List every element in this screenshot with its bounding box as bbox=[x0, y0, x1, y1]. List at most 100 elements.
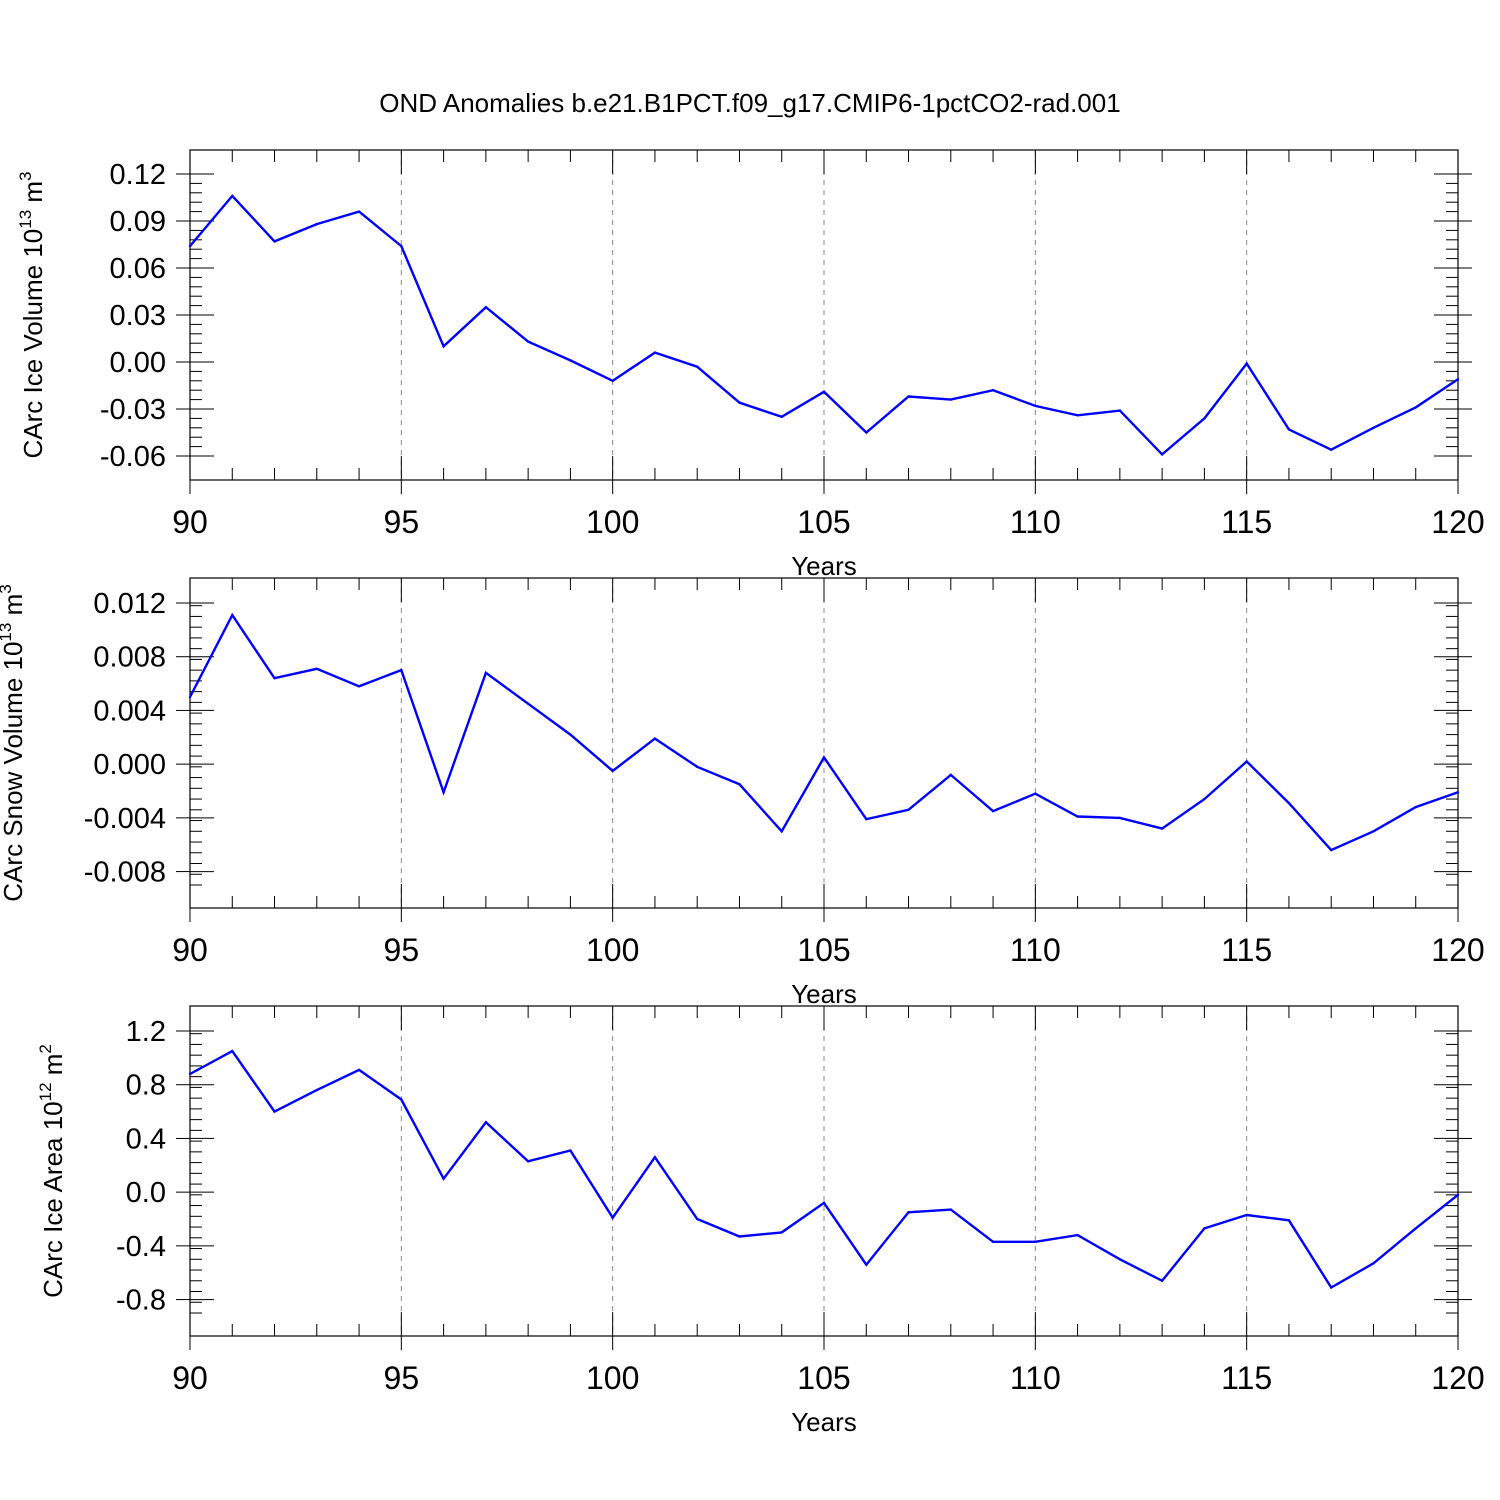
data-point bbox=[1330, 448, 1333, 451]
data-point bbox=[653, 737, 657, 740]
data-point bbox=[1160, 827, 1164, 830]
y-tick-label: 0.0 bbox=[126, 1177, 166, 1209]
data-point bbox=[738, 401, 741, 404]
data-point bbox=[1330, 1286, 1333, 1289]
x-tick-label: 115 bbox=[1221, 504, 1272, 540]
x-tick-label: 105 bbox=[797, 1360, 850, 1396]
x-tick-label: 120 bbox=[1431, 1360, 1484, 1396]
data-point bbox=[442, 1177, 445, 1180]
x-tick-label: 95 bbox=[384, 1360, 420, 1396]
data-point bbox=[949, 773, 952, 777]
data-point bbox=[1372, 1262, 1375, 1265]
y-tick-label: 0.8 bbox=[126, 1070, 166, 1102]
data-point bbox=[1245, 760, 1248, 763]
y-tick-label: -0.06 bbox=[100, 441, 166, 473]
data-point bbox=[400, 668, 403, 672]
data-point bbox=[526, 1160, 530, 1163]
data-point bbox=[1456, 378, 1460, 381]
data-point bbox=[611, 1216, 614, 1219]
data-point bbox=[738, 1235, 741, 1238]
y-tick-label: 0.4 bbox=[126, 1123, 166, 1155]
data-point bbox=[231, 613, 234, 617]
data-point bbox=[231, 194, 234, 198]
data-point bbox=[357, 210, 361, 213]
y-tick-label: -0.004 bbox=[84, 803, 166, 835]
data-point bbox=[991, 809, 995, 813]
data-point bbox=[231, 1049, 234, 1053]
data-point bbox=[907, 1211, 910, 1214]
data-point bbox=[738, 783, 741, 786]
y-tick-label: 0.03 bbox=[110, 300, 166, 332]
data-point bbox=[1118, 1258, 1122, 1261]
x-tick-label: 90 bbox=[172, 504, 208, 540]
data-point bbox=[1287, 801, 1291, 805]
x-tick-label: 115 bbox=[1221, 932, 1272, 968]
data-point bbox=[1245, 362, 1248, 365]
data-point bbox=[1118, 816, 1122, 820]
x-tick-label: 120 bbox=[1431, 932, 1484, 968]
y-tick-label: 0.06 bbox=[110, 253, 166, 285]
y-tick-label: 0.000 bbox=[93, 749, 166, 781]
data-point bbox=[949, 1208, 952, 1211]
data-point bbox=[653, 1156, 657, 1159]
x-tick-label: 115 bbox=[1221, 1360, 1272, 1396]
data-point bbox=[1076, 1233, 1079, 1237]
data-point bbox=[569, 359, 572, 362]
data-point bbox=[696, 765, 699, 769]
data-point bbox=[188, 1072, 192, 1076]
data-point bbox=[1456, 1193, 1460, 1197]
data-point bbox=[1414, 406, 1417, 409]
data-point bbox=[1203, 797, 1206, 801]
data-point bbox=[273, 677, 276, 680]
data-point bbox=[1118, 409, 1122, 412]
y-tick-label: 1.2 bbox=[126, 1016, 166, 1048]
data-point bbox=[400, 244, 403, 248]
x-tick-label: 110 bbox=[1010, 932, 1061, 968]
data-point bbox=[822, 1201, 826, 1205]
data-point bbox=[949, 398, 952, 401]
data-point bbox=[442, 791, 445, 794]
data-point bbox=[1372, 426, 1375, 429]
x-tick-label: 100 bbox=[586, 932, 639, 968]
data-point bbox=[653, 351, 657, 354]
x-tick-label: 100 bbox=[586, 1360, 639, 1396]
y-tick-label: 0.09 bbox=[110, 206, 166, 238]
x-tick-label: 110 bbox=[1010, 504, 1061, 540]
data-point bbox=[1034, 404, 1037, 408]
x-axis-title: Years bbox=[791, 1407, 857, 1437]
x-tick-label: 105 bbox=[797, 932, 850, 968]
data-point bbox=[569, 1149, 572, 1152]
data-point bbox=[484, 305, 488, 309]
data-point bbox=[991, 389, 995, 392]
data-point bbox=[357, 1068, 361, 1072]
y-tick-label: -0.008 bbox=[84, 857, 166, 889]
data-point bbox=[1034, 1240, 1037, 1244]
data-point bbox=[1203, 1227, 1206, 1230]
figure-title: OND Anomalies b.e21.B1PCT.f09_g17.CMIP6-… bbox=[379, 88, 1121, 118]
data-point bbox=[1160, 453, 1164, 456]
y-tick-label: 0.00 bbox=[110, 347, 166, 379]
data-point bbox=[696, 365, 699, 368]
data-point bbox=[315, 1088, 318, 1092]
y-tick-label: -0.03 bbox=[100, 394, 166, 426]
y-axis-title: CArc Snow Volume 1013 m3 bbox=[0, 584, 28, 901]
data-point bbox=[865, 431, 868, 434]
data-point bbox=[526, 340, 530, 343]
data-point bbox=[357, 685, 361, 688]
y-tick-label: 0.008 bbox=[93, 642, 166, 674]
y-axis-title: CArc Ice Area 1012 m2 bbox=[36, 1044, 68, 1298]
data-point bbox=[1330, 848, 1333, 852]
data-point bbox=[315, 667, 318, 670]
y-tick-label: 0.004 bbox=[93, 695, 166, 727]
data-point bbox=[1160, 1279, 1164, 1282]
data-point bbox=[907, 808, 910, 811]
data-point bbox=[1287, 428, 1291, 431]
x-tick-label: 120 bbox=[1431, 504, 1484, 540]
data-point bbox=[400, 1098, 403, 1101]
data-point bbox=[611, 769, 614, 773]
data-point bbox=[188, 695, 192, 699]
data-point bbox=[1414, 1227, 1417, 1230]
data-point bbox=[696, 1217, 699, 1221]
x-tick-label: 90 bbox=[172, 1360, 208, 1396]
x-tick-label: 105 bbox=[797, 504, 850, 540]
